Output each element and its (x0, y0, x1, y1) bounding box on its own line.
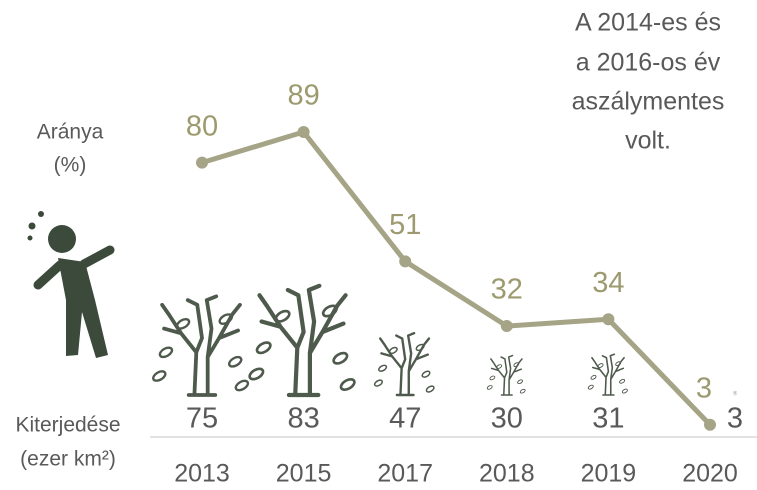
tree-trunk (160, 294, 242, 397)
y-label: Aránya (37, 121, 104, 144)
tree-leaf (248, 367, 265, 381)
tree-leaf (378, 364, 388, 372)
tree-leaf (736, 393, 737, 394)
point (704, 418, 716, 431)
tree-leaf (339, 378, 356, 391)
tree-leaf (274, 309, 291, 323)
tree-leaf (332, 351, 349, 365)
tree-leaf (517, 379, 523, 385)
tree (152, 294, 250, 397)
value-label: 89 (287, 80, 319, 112)
annotation-line: a 2016-os év (576, 49, 721, 77)
extent-value-label: 83 (287, 403, 319, 435)
tree-trunk (379, 331, 431, 397)
tree-leaf (388, 346, 398, 355)
tree-trunk (733, 390, 737, 396)
tree-leaf (421, 370, 431, 378)
tree-leaf (152, 370, 167, 382)
tree-leaf (489, 375, 496, 381)
value-label: 34 (592, 267, 624, 299)
value-label: 3 (696, 372, 712, 404)
tree-leaf (255, 341, 272, 355)
value-label: 80 (186, 110, 218, 142)
point (500, 320, 513, 333)
value-label: 51 (389, 209, 421, 241)
extent-value-label: 31 (592, 403, 624, 435)
annotation-line: volt. (625, 127, 671, 155)
tree-leaf (590, 374, 597, 380)
tree-leaf (597, 363, 604, 369)
tree-leaf (227, 355, 243, 368)
extent-label: (ezer km²) (20, 448, 116, 471)
value-label: 32 (491, 274, 523, 306)
annotation: A 2014-es és a 2016-os év aszálymentes v… (572, 9, 725, 155)
extent-label: Kiterjedése (15, 414, 120, 437)
tree-leaf (234, 379, 250, 392)
tree-trunk (591, 353, 625, 396)
line (201, 129, 712, 427)
y-label: (%) (54, 154, 87, 177)
tree-leaf (415, 343, 425, 352)
tree (587, 353, 628, 396)
point (196, 156, 208, 169)
x-tick-label: 2015 (276, 460, 332, 488)
tree (733, 390, 737, 396)
person-icon (27, 211, 115, 358)
tree (373, 331, 435, 397)
tree-leaf (735, 391, 737, 393)
tree-leaf (736, 394, 737, 395)
tree-leaf (321, 304, 338, 318)
tree-leaf (373, 379, 383, 387)
extent-value-label: 75 (186, 403, 218, 435)
tree-trunk (490, 354, 523, 396)
tree-leaf (621, 388, 628, 394)
x-tick-label: 2020 (682, 460, 738, 488)
x-tick-label: 2013 (174, 460, 230, 488)
point (297, 126, 310, 138)
point (399, 255, 412, 268)
tree-leaf (175, 317, 191, 330)
x-tick-label: 2018 (479, 460, 535, 488)
tree-leaf (218, 313, 233, 325)
tree-leaf (615, 361, 622, 367)
tree-leaf (733, 393, 734, 394)
tree-leaf (519, 388, 526, 394)
extent-value-label: 30 (491, 403, 523, 435)
annotation-line: A 2014-es és (575, 9, 721, 37)
tree-leaf (733, 391, 735, 393)
tree (486, 354, 526, 396)
tree-leaf (496, 364, 503, 369)
extent-value-label: 3 (727, 403, 743, 435)
point (602, 313, 615, 326)
x-tick-label: 2019 (581, 460, 637, 488)
tree-leaf (486, 385, 493, 390)
tree-leaf (733, 394, 734, 395)
tree-leaf (587, 384, 594, 390)
tree-leaf (619, 378, 626, 384)
annotation-line: aszálymentes (572, 88, 725, 116)
tree-trunk (257, 283, 348, 398)
x-tick-label: 2017 (377, 460, 433, 488)
tree-leaf (425, 385, 435, 393)
tree-leaf (513, 362, 520, 367)
tree (248, 283, 356, 398)
tree-leaf (158, 346, 174, 359)
extent-value-label: 47 (389, 403, 421, 435)
